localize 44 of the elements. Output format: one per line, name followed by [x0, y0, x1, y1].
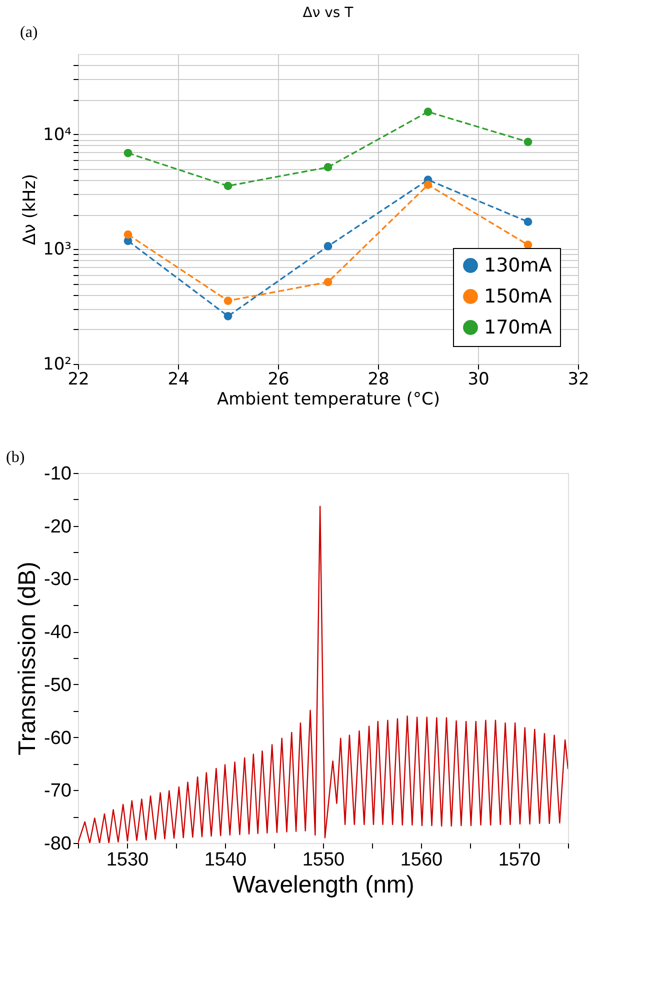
point	[524, 218, 532, 226]
point	[324, 242, 332, 250]
y-tick-label: 10⁴	[43, 124, 72, 145]
y-tick-label: -10	[44, 464, 72, 484]
y-tick-label: 10³	[43, 240, 72, 260]
x-tick-label: 1560	[400, 850, 443, 870]
x-tick-label: 1570	[498, 850, 541, 870]
point	[224, 296, 232, 305]
x-tick-label: 28	[368, 370, 390, 390]
x-axis-title: Ambient temperature (°C)	[217, 390, 440, 410]
y-tick-label: -60	[44, 728, 72, 749]
point	[424, 180, 432, 190]
x-tick-label: 1540	[204, 850, 247, 870]
point	[324, 163, 332, 172]
x-tick-label: 32	[568, 370, 590, 390]
y-tick-label: -70	[44, 780, 72, 802]
y-axis-title: Δν (kHz)	[20, 174, 40, 246]
point	[224, 312, 232, 320]
x-tick-label: 1530	[106, 850, 149, 870]
y-tick-label: -80	[44, 834, 72, 854]
x-axis-title: Wavelength (nm)	[232, 872, 414, 898]
legend-label: 150mA	[484, 286, 552, 308]
x-tick-label: 22	[68, 370, 90, 390]
text: (a)	[20, 24, 38, 41]
legend-label: 170mA	[484, 316, 552, 338]
y-tick-label: -40	[44, 622, 72, 644]
x-tick-label: 1550	[302, 850, 345, 870]
text: (b)	[6, 449, 25, 466]
y-axis-title: Transmission (dB)	[14, 562, 42, 756]
point	[224, 182, 232, 190]
legend-label: 130mA	[484, 254, 552, 276]
line-series	[78, 506, 568, 843]
point	[524, 138, 532, 146]
y-tick-label: -30	[44, 569, 72, 590]
x-tick-label: 30	[468, 370, 490, 390]
point	[424, 108, 432, 116]
chart-title: Δν vs T	[302, 5, 354, 21]
x-tick-label: 24	[168, 370, 190, 390]
point	[124, 148, 132, 158]
y-tick-label: -50	[44, 674, 72, 696]
y-tick-label: -20	[44, 516, 72, 538]
point	[124, 230, 132, 239]
point	[324, 278, 332, 286]
x-tick-label: 26	[268, 370, 290, 390]
